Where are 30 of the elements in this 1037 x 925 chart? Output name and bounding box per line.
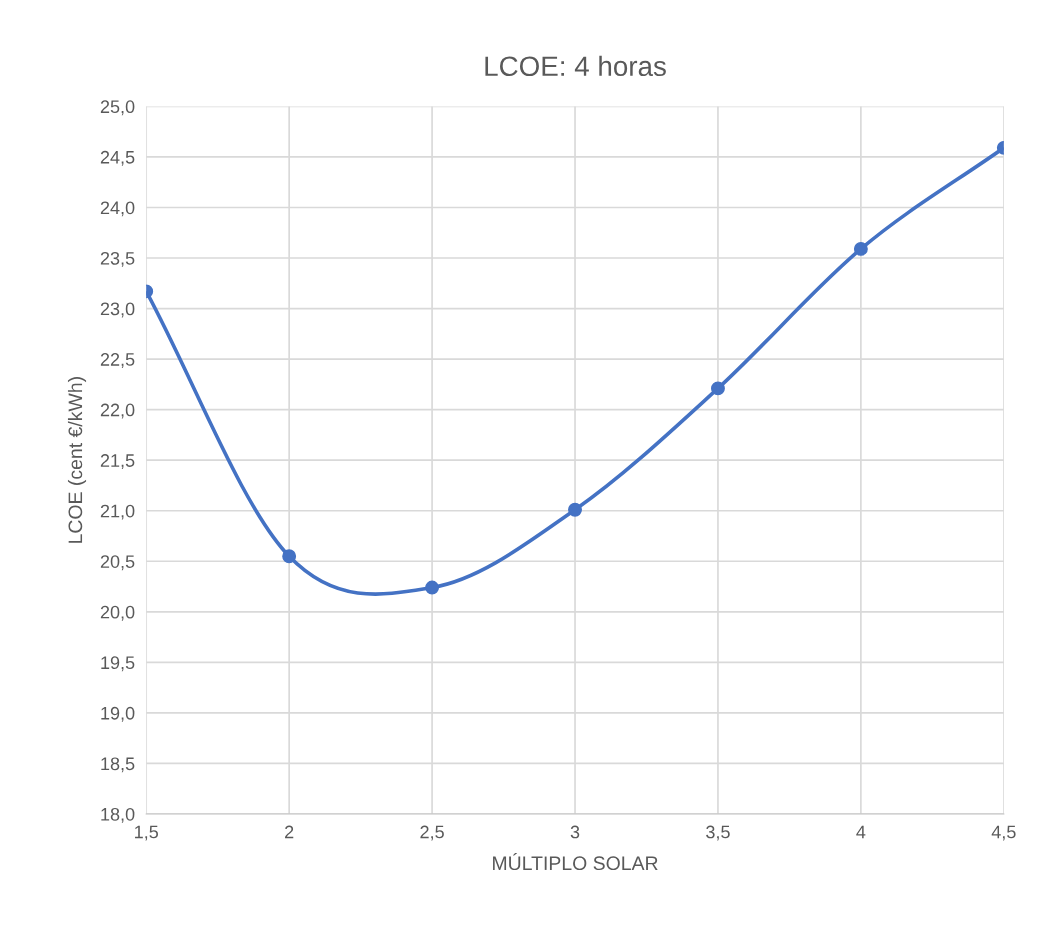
- y-tick-label: 25,0: [100, 100, 135, 116]
- y-tick-label: 23,0: [100, 302, 135, 318]
- chart-title: LCOE: 4 horas: [485, 55, 666, 77]
- x-tick-label: 4,5: [991, 825, 1016, 841]
- point: [711, 381, 725, 396]
- y-tick-label: 20,5: [100, 555, 135, 571]
- x-tick-label: 1,5: [135, 825, 159, 841]
- y-tick-label: 18,5: [101, 757, 135, 773]
- y-tick-label: 22,5: [100, 353, 135, 368]
- x-axis-title: MÚLTIPLO SOLAR: [493, 853, 658, 871]
- x-tick-label: 2: [285, 825, 294, 839]
- x-tick-label: 3: [570, 825, 580, 839]
- y-axis-title: LCOE (cent €/kWh): [67, 377, 87, 543]
- point: [568, 502, 582, 517]
- y-tick-label: 18,0: [101, 807, 135, 823]
- y-tick-label: 22,0: [100, 403, 135, 419]
- x-tick-label: 2,5: [420, 825, 444, 841]
- y-tick-label: 23,5: [100, 251, 135, 267]
- y-tick-label: 24,5: [100, 150, 135, 166]
- y-tick-label: 21,0: [100, 504, 135, 520]
- y-tick-label: 19,5: [101, 656, 135, 672]
- x-tick-label: 3,5: [706, 825, 730, 841]
- point: [425, 580, 440, 595]
- y-tick-label: 20,0: [100, 605, 135, 621]
- point: [282, 549, 297, 564]
- y-tick-label: 21,5: [100, 454, 135, 470]
- x-tick-label: 4: [856, 825, 866, 839]
- y-tick-label: 24,0: [100, 201, 135, 217]
- y-tick-label: 19,0: [101, 706, 135, 722]
- point: [853, 241, 868, 256]
